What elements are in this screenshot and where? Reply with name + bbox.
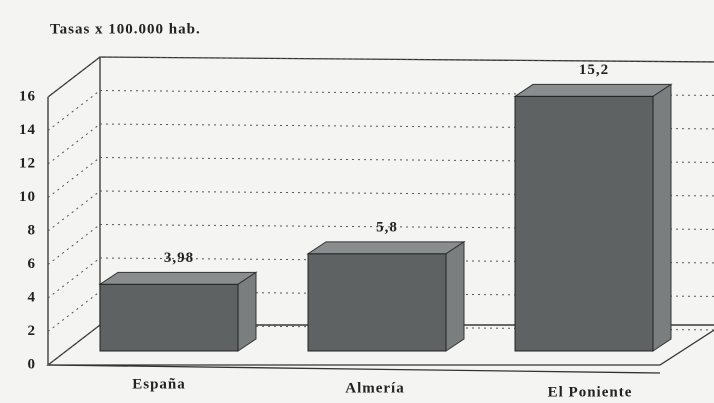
y-tick-label: 14 bbox=[19, 122, 36, 138]
x-tick-label: Almería bbox=[345, 380, 404, 396]
grid-line-side bbox=[47, 190, 101, 232]
grid-line bbox=[99, 90, 714, 96]
chart-title: Tasas x 100.000 hab. bbox=[50, 21, 201, 37]
value-label: 15,2 bbox=[579, 62, 609, 78]
x-tick-label: El Poniente bbox=[548, 384, 633, 400]
grid-line-side bbox=[47, 224, 101, 265]
y-tick-label: 2 bbox=[28, 323, 37, 339]
bar-top bbox=[513, 83, 673, 97]
value-label: 3,98 bbox=[164, 250, 194, 266]
bar-top bbox=[306, 241, 466, 255]
bar-side bbox=[237, 271, 257, 352]
grid-line-side bbox=[47, 123, 101, 165]
grid-line bbox=[99, 257, 714, 264]
grid-line-side bbox=[47, 157, 101, 198]
bar-side bbox=[445, 240, 465, 352]
y-tick-label: 6 bbox=[28, 256, 37, 272]
y-tick-label: 16 bbox=[19, 88, 36, 104]
bar-top bbox=[98, 271, 258, 285]
grid-line bbox=[99, 224, 714, 230]
value-label: 5,8 bbox=[376, 219, 398, 235]
grid-line bbox=[99, 190, 714, 197]
bar bbox=[99, 283, 239, 352]
grid-line-side bbox=[47, 257, 101, 299]
grid-line-side bbox=[47, 291, 101, 332]
grid-line bbox=[99, 157, 714, 163]
x-axis bbox=[47, 364, 661, 374]
bar-side bbox=[652, 83, 672, 352]
plot: 0 2 4 6 8 10 12 14 16 3,98 España 5,8 Almería 15,2 El … bbox=[19, 56, 714, 400]
y-tick-label: 8 bbox=[28, 222, 37, 238]
bar bbox=[514, 95, 654, 352]
y-tick-label: 12 bbox=[19, 155, 36, 171]
y-tick-label: 10 bbox=[19, 189, 36, 205]
grid-line-side bbox=[47, 90, 101, 131]
grid-line bbox=[99, 56, 714, 63]
y-tick-label: 4 bbox=[28, 289, 37, 305]
grid-line-side bbox=[47, 324, 101, 366]
bar bbox=[307, 253, 447, 352]
y-tick-label: 0 bbox=[28, 356, 37, 372]
grid-line-side bbox=[47, 56, 101, 98]
grid-line bbox=[99, 123, 714, 130]
x-tick-label: España bbox=[132, 376, 186, 392]
